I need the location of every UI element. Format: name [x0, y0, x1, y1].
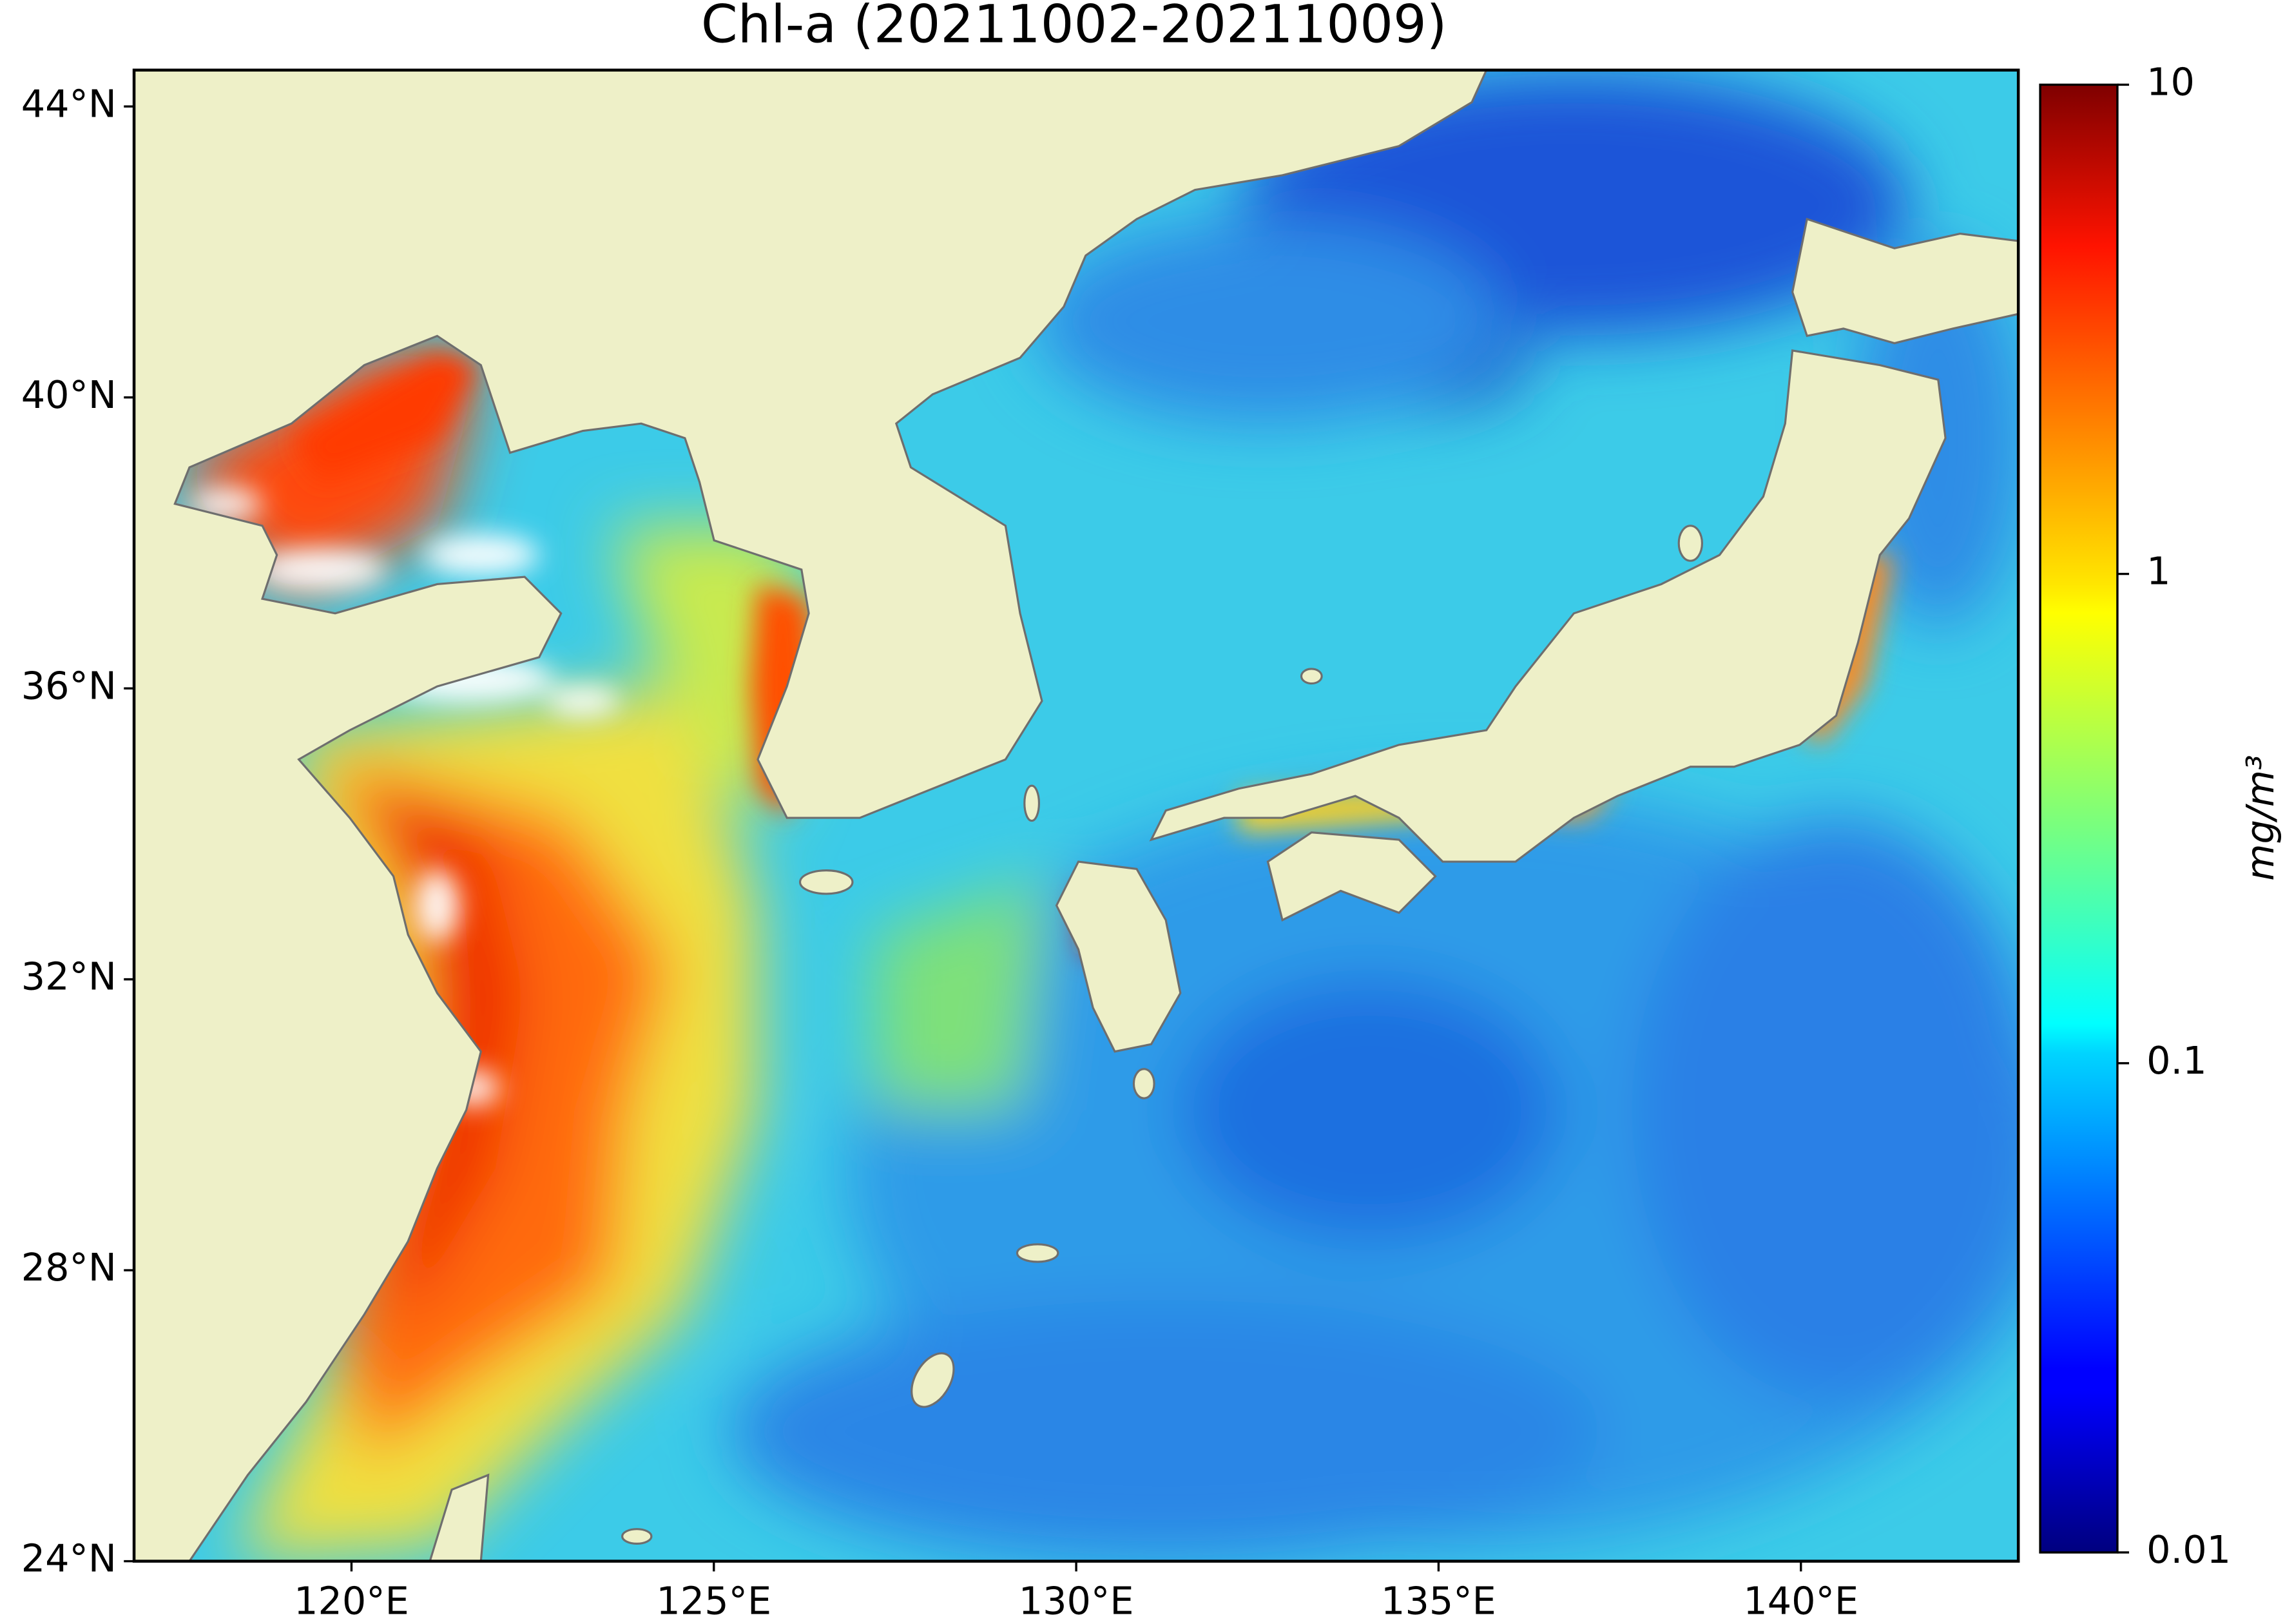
colorbar-tick-label: 0.1: [2146, 1038, 2206, 1083]
island: [1677, 525, 1703, 562]
okinawa: [911, 1352, 955, 1408]
island: [621, 1528, 653, 1545]
x-tick-label: 125°E: [656, 1578, 771, 1623]
map-area: [134, 70, 2019, 1561]
honshu: [1149, 349, 1947, 863]
taiwan: [429, 1473, 490, 1561]
island: [1023, 784, 1041, 822]
hokkaido: [1791, 217, 2019, 345]
x-tick-label: 120°E: [294, 1578, 409, 1623]
y-tick-label: 28°N: [21, 1245, 117, 1290]
island: [1016, 1243, 1059, 1263]
colorbar-label: mg/m³: [2238, 755, 2282, 881]
asian-mainland: [134, 70, 1488, 1561]
shikoku: [1266, 831, 1437, 922]
island: [1300, 668, 1323, 685]
map-title: Chl-a (20211002-20211009): [701, 0, 1447, 55]
x-tick-label: 135°E: [1381, 1578, 1496, 1623]
y-tick-label: 24°N: [21, 1536, 117, 1581]
colorbar: [2039, 83, 2119, 1554]
island: [1132, 1068, 1155, 1099]
kyushu: [1055, 860, 1182, 1053]
colorbar-tick-label: 1: [2146, 549, 2170, 594]
jeju: [798, 869, 854, 895]
y-tick-label: 44°N: [21, 81, 117, 126]
x-tick-label: 140°E: [1743, 1578, 1858, 1623]
colorbar-tick-label: 0.01: [2146, 1527, 2231, 1572]
y-tick-label: 36°N: [21, 663, 117, 708]
colorbar-tick-label: 10: [2146, 60, 2195, 104]
y-tick-label: 32°N: [21, 954, 117, 999]
y-tick-label: 40°N: [21, 372, 117, 417]
x-tick-label: 130°E: [1019, 1578, 1134, 1623]
